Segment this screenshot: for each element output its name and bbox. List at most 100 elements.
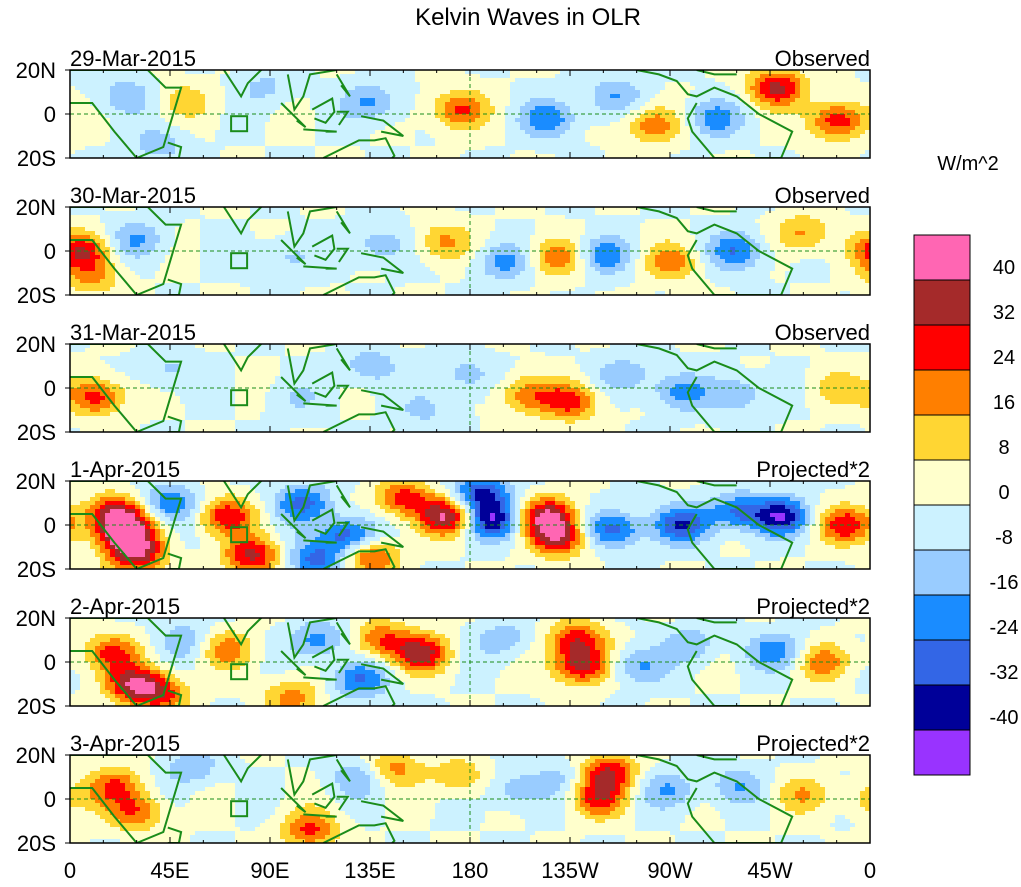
olr-cell xyxy=(745,138,751,143)
olr-cell xyxy=(475,122,481,127)
olr-cell xyxy=(175,114,181,119)
olr-cell xyxy=(850,142,856,147)
olr-cell xyxy=(295,122,301,127)
olr-cell xyxy=(125,138,131,143)
olr-cell xyxy=(420,118,426,123)
olr-cell xyxy=(290,219,296,224)
olr-cell xyxy=(805,215,811,220)
olr-cell xyxy=(600,86,606,91)
olr-cell xyxy=(170,235,176,240)
olr-cell xyxy=(315,134,321,139)
olr-cell xyxy=(565,126,571,131)
olr-cell xyxy=(265,211,271,216)
olr-cell xyxy=(610,235,616,240)
olr-cell xyxy=(620,70,626,75)
olr-cell xyxy=(345,126,351,131)
olr-cell xyxy=(550,82,556,87)
olr-cell xyxy=(825,90,831,95)
olr-cell xyxy=(625,74,631,79)
olr-cell xyxy=(555,86,561,91)
olr-cell xyxy=(655,231,661,236)
olr-cell xyxy=(445,90,451,95)
olr-cell xyxy=(725,114,731,119)
olr-cell xyxy=(455,227,461,232)
olr-cell xyxy=(250,78,256,83)
olr-cell xyxy=(790,70,796,75)
olr-cell xyxy=(310,211,316,216)
olr-cell xyxy=(195,110,201,115)
olr-cell xyxy=(860,138,866,143)
olr-cell xyxy=(520,102,526,107)
olr-cell xyxy=(220,98,226,103)
olr-cell xyxy=(485,239,491,244)
olr-cell xyxy=(150,227,156,232)
olr-cell xyxy=(70,94,76,99)
olr-cell xyxy=(620,78,626,83)
olr-cell xyxy=(130,126,136,131)
olr-cell xyxy=(670,138,676,143)
olr-cell xyxy=(425,70,431,75)
olr-cell xyxy=(750,219,756,224)
olr-cell xyxy=(770,231,776,236)
olr-cell xyxy=(445,74,451,79)
olr-cell xyxy=(400,86,406,91)
olr-cell xyxy=(580,207,586,212)
olr-cell xyxy=(465,98,471,103)
olr-cell xyxy=(85,130,91,135)
olr-cell xyxy=(670,146,676,151)
olr-cell xyxy=(635,78,641,83)
olr-cell xyxy=(500,102,506,107)
olr-cell xyxy=(785,231,791,236)
olr-cell xyxy=(770,130,776,135)
olr-cell xyxy=(205,86,211,91)
olr-cell xyxy=(400,223,406,228)
olr-cell xyxy=(455,215,461,220)
olr-cell xyxy=(820,130,826,135)
olr-cell xyxy=(125,211,131,216)
olr-cell xyxy=(425,146,431,151)
olr-cell xyxy=(400,211,406,216)
olr-cell xyxy=(80,94,86,99)
olr-cell xyxy=(480,134,486,139)
olr-cell xyxy=(460,227,466,232)
olr-cell xyxy=(775,134,781,139)
olr-cell xyxy=(370,126,376,131)
olr-cell xyxy=(525,118,531,123)
olr-cell xyxy=(70,219,76,224)
coastline xyxy=(222,70,263,99)
olr-cell xyxy=(90,146,96,151)
olr-cell xyxy=(430,239,436,244)
olr-cell xyxy=(465,130,471,135)
olr-cell xyxy=(350,134,356,139)
olr-cell xyxy=(375,227,381,232)
olr-cell xyxy=(270,102,276,107)
olr-cell xyxy=(125,94,131,99)
olr-cell xyxy=(390,102,396,107)
olr-cell xyxy=(420,223,426,228)
olr-cell xyxy=(285,78,291,83)
olr-cell xyxy=(460,150,466,155)
olr-cell xyxy=(180,231,186,236)
olr-cell xyxy=(225,138,231,143)
olr-cell xyxy=(760,207,766,212)
olr-cell xyxy=(650,146,656,151)
olr-cell xyxy=(565,231,571,236)
olr-cell xyxy=(135,231,141,236)
olr-cell xyxy=(135,74,141,79)
olr-cell xyxy=(645,231,651,236)
olr-cell xyxy=(720,215,726,220)
olr-cell xyxy=(375,154,381,158)
olr-cell xyxy=(320,74,326,79)
olr-cell xyxy=(190,219,196,224)
olr-cell xyxy=(470,126,476,131)
olr-cell xyxy=(475,154,481,158)
olr-cell xyxy=(130,110,136,115)
olr-cell xyxy=(210,82,216,87)
olr-cell xyxy=(440,110,446,115)
olr-cell xyxy=(200,130,206,135)
olr-cell xyxy=(410,235,416,240)
olr-cell xyxy=(855,90,861,95)
olr-cell xyxy=(700,223,706,228)
olr-cell xyxy=(480,122,486,127)
olr-cell xyxy=(100,150,106,155)
